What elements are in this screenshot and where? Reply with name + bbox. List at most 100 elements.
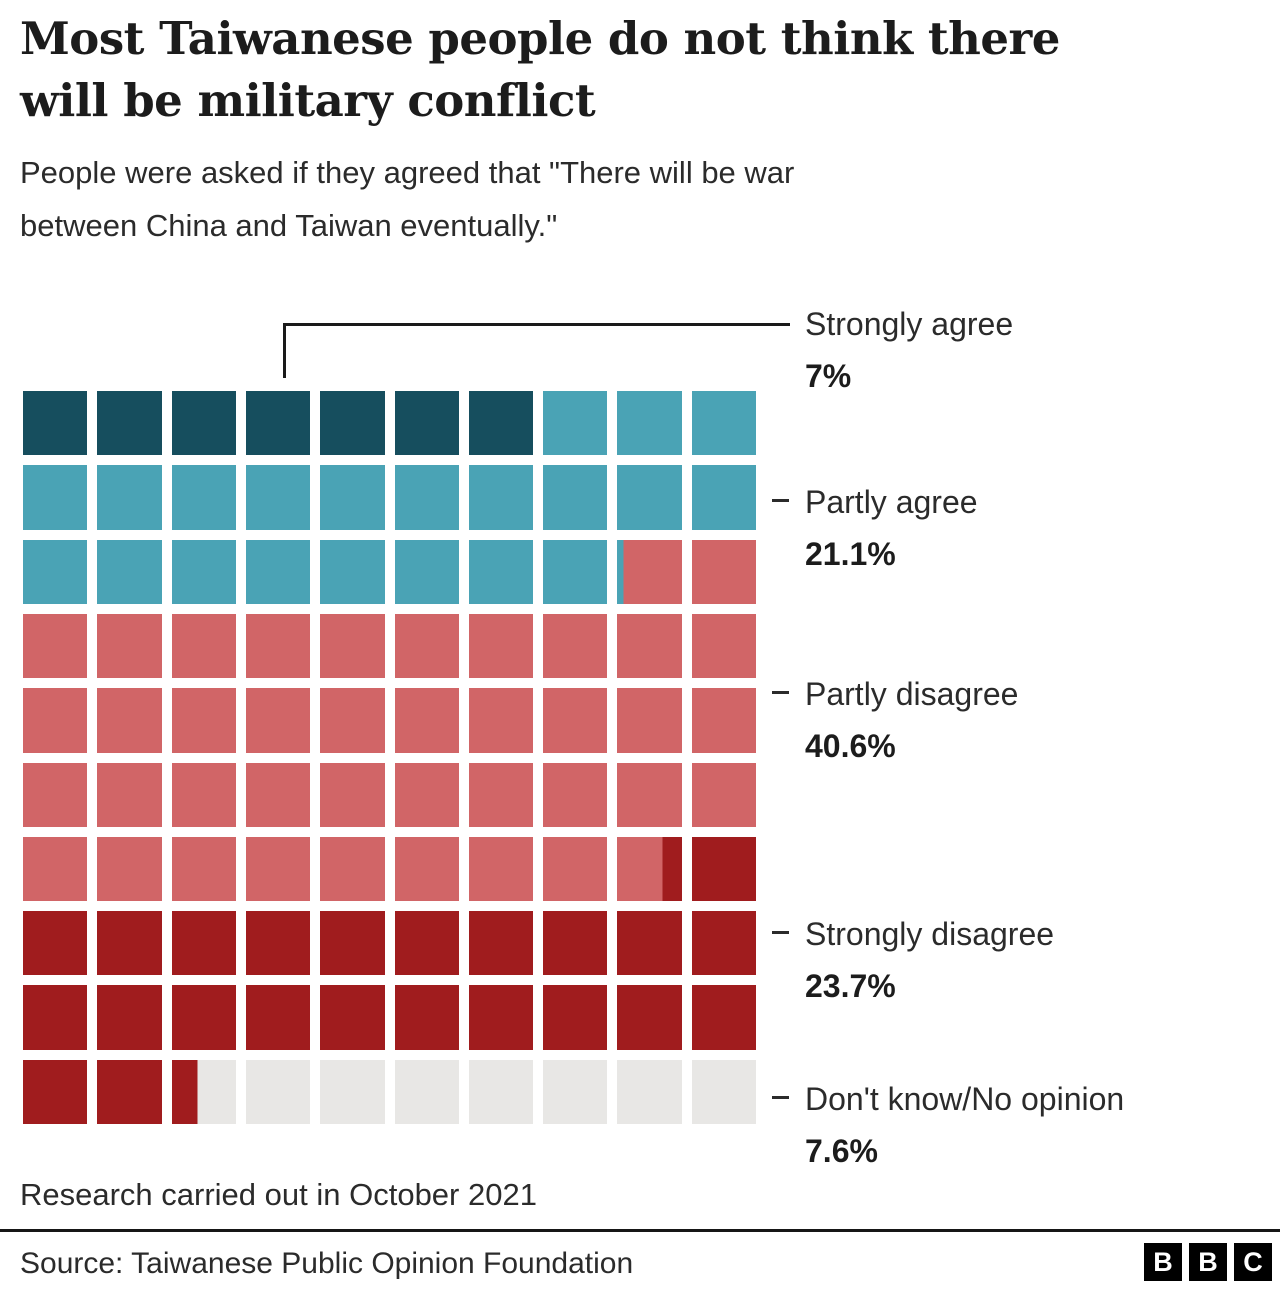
waffle-cell bbox=[691, 762, 756, 827]
waffle-cell bbox=[171, 539, 236, 604]
waffle-cell bbox=[394, 1059, 459, 1124]
waffle-cell bbox=[617, 465, 682, 530]
waffle-cell bbox=[23, 539, 88, 604]
waffle-cell bbox=[617, 539, 682, 604]
waffle-cell bbox=[617, 985, 682, 1050]
annotation-connector-line bbox=[283, 323, 790, 326]
waffle-cell bbox=[245, 613, 311, 679]
category-value: 40.6% bbox=[805, 728, 896, 764]
waffle-cell bbox=[97, 762, 162, 827]
waffle-cell bbox=[320, 465, 385, 530]
research-note: Research carried out in October 2021 bbox=[20, 1177, 537, 1212]
waffle-cell bbox=[245, 985, 311, 1050]
waffle-cell bbox=[171, 985, 236, 1050]
waffle-cell bbox=[320, 762, 385, 827]
waffle-cell bbox=[245, 1059, 311, 1124]
waffle-cell bbox=[245, 391, 311, 456]
annotation-tick bbox=[772, 499, 789, 502]
waffle-cell bbox=[468, 762, 534, 827]
waffle-cell bbox=[320, 688, 385, 753]
waffle-cell bbox=[543, 1059, 608, 1124]
waffle-cell bbox=[320, 613, 385, 679]
category-value: 7.6% bbox=[805, 1133, 878, 1169]
waffle-cell bbox=[171, 465, 236, 530]
waffle-cell bbox=[543, 391, 608, 456]
waffle-cell bbox=[691, 539, 756, 604]
waffle-cell bbox=[468, 985, 534, 1050]
category-label: Strongly agree bbox=[805, 306, 1014, 342]
waffle-cell bbox=[97, 465, 162, 530]
waffle-cell bbox=[468, 391, 534, 456]
waffle-cell bbox=[394, 911, 459, 976]
waffle-cell bbox=[691, 985, 756, 1050]
waffle-cell bbox=[468, 613, 534, 679]
waffle-cell bbox=[394, 465, 459, 530]
waffle-cell bbox=[171, 688, 236, 753]
annotation-dont-know: Don't know/No opinion 7.6% bbox=[805, 1078, 1265, 1172]
annotation-partly-disagree: Partly disagree 40.6% bbox=[805, 673, 1265, 767]
waffle-cell bbox=[543, 539, 608, 604]
waffle-cell bbox=[617, 688, 682, 753]
waffle-cell bbox=[617, 836, 682, 902]
waffle-cell bbox=[171, 762, 236, 827]
annotation-tick bbox=[772, 1096, 789, 1099]
waffle-cell bbox=[543, 762, 608, 827]
waffle-cell bbox=[97, 688, 162, 753]
waffle-cell bbox=[23, 985, 88, 1050]
waffle-cell bbox=[23, 1059, 88, 1124]
waffle-cell bbox=[320, 391, 385, 456]
waffle-cell bbox=[171, 1059, 236, 1124]
category-value: 23.7% bbox=[805, 968, 896, 1004]
waffle-cell bbox=[23, 762, 88, 827]
waffle-cell bbox=[23, 836, 88, 902]
waffle-cell bbox=[543, 911, 608, 976]
annotation-connector-line bbox=[283, 323, 286, 378]
subtitle-line-2: between China and Taiwan eventually." bbox=[20, 208, 558, 243]
bbc-logo-block: B bbox=[1189, 1243, 1227, 1281]
waffle-cell bbox=[394, 836, 459, 902]
waffle-cell bbox=[394, 762, 459, 827]
waffle-cell bbox=[245, 465, 311, 530]
waffle-cell bbox=[97, 911, 162, 976]
waffle-cell bbox=[468, 836, 534, 902]
title-line-2: will be military conflict bbox=[20, 74, 596, 127]
waffle-cell bbox=[171, 911, 236, 976]
waffle-cell bbox=[468, 1059, 534, 1124]
waffle-cell bbox=[245, 911, 311, 976]
annotation-partly-agree: Partly agree 21.1% bbox=[805, 481, 1265, 575]
waffle-cell bbox=[691, 465, 756, 530]
category-value: 7% bbox=[805, 358, 852, 394]
category-value: 21.1% bbox=[805, 536, 896, 572]
waffle-cell bbox=[691, 391, 756, 456]
waffle-cell bbox=[691, 911, 756, 976]
waffle-cell bbox=[320, 539, 385, 604]
waffle-cell bbox=[543, 465, 608, 530]
waffle-cell bbox=[320, 985, 385, 1050]
waffle-cell bbox=[468, 911, 534, 976]
waffle-cell bbox=[394, 613, 459, 679]
annotation-strongly-disagree: Strongly disagree 23.7% bbox=[805, 913, 1265, 1007]
bbc-logo-block: C bbox=[1234, 1243, 1272, 1281]
waffle-cell bbox=[468, 539, 534, 604]
bbc-logo-block: B bbox=[1144, 1243, 1182, 1281]
waffle-cell bbox=[691, 1059, 756, 1124]
waffle-cell bbox=[97, 836, 162, 902]
waffle-cell bbox=[97, 1059, 162, 1124]
waffle-cell bbox=[691, 836, 756, 902]
annotation-tick bbox=[772, 931, 789, 934]
waffle-cell bbox=[23, 613, 88, 679]
waffle-cell bbox=[543, 836, 608, 902]
waffle-cell bbox=[320, 836, 385, 902]
waffle-cell bbox=[617, 762, 682, 827]
waffle-cell bbox=[394, 985, 459, 1050]
waffle-cell bbox=[171, 391, 236, 456]
waffle-cell bbox=[617, 1059, 682, 1124]
page-title: Most Taiwanese people do not think there… bbox=[20, 8, 1060, 132]
category-label: Strongly disagree bbox=[805, 916, 1055, 952]
chart-subtitle: People were asked if they agreed that "T… bbox=[20, 146, 794, 252]
waffle-cell bbox=[320, 1059, 385, 1124]
waffle-cell bbox=[468, 688, 534, 753]
waffle-cell bbox=[543, 985, 608, 1050]
waffle-cell bbox=[468, 465, 534, 530]
waffle-cell bbox=[171, 613, 236, 679]
